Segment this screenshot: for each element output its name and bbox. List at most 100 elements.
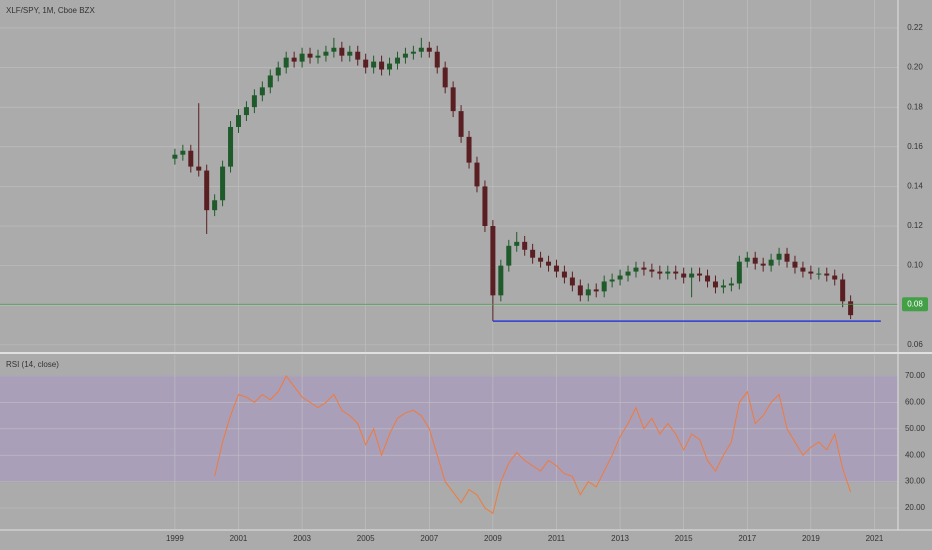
rsi-title: RSI (14, close) <box>6 360 59 369</box>
x-tick-label: 2009 <box>484 534 502 543</box>
x-tick-label: 2019 <box>802 534 820 543</box>
candle-body <box>283 57 289 68</box>
chart-title: XLF/SPY, 1M, Cboe BZX <box>6 6 95 15</box>
candle-body <box>752 257 758 264</box>
candle-body <box>204 170 210 211</box>
candle-body <box>712 281 718 288</box>
candle-body <box>188 150 194 167</box>
candle-body <box>569 277 575 286</box>
x-tick-label: 2017 <box>738 534 756 543</box>
candle-body <box>339 47 345 56</box>
candle-body <box>474 162 480 187</box>
candle-body <box>784 253 790 262</box>
candle-body <box>697 273 703 276</box>
candle-body <box>609 279 615 282</box>
y-tick-label: 0.20 <box>907 63 923 72</box>
candle-body <box>299 53 305 62</box>
candle-body <box>418 47 424 52</box>
candle-body <box>585 289 591 296</box>
last-price-box <box>902 297 928 312</box>
last-price-label: 0.08 <box>907 299 923 308</box>
candle-body <box>466 136 472 163</box>
candle-body <box>498 265 504 296</box>
candle-body <box>641 267 647 270</box>
candle-body <box>267 75 273 88</box>
candle-body <box>768 259 774 266</box>
candle-body <box>228 126 234 167</box>
candle-body <box>657 271 663 274</box>
candle-body <box>538 257 544 262</box>
candle-body <box>792 261 798 268</box>
candle-body <box>728 283 734 286</box>
candle-body <box>546 261 552 266</box>
candle-body <box>824 273 830 276</box>
x-tick-label: 2003 <box>293 534 311 543</box>
y-tick-label: 0.12 <box>907 221 923 230</box>
x-tick-label: 2015 <box>675 534 693 543</box>
candle-body <box>506 245 512 266</box>
y-tick-label: 50.00 <box>905 424 926 433</box>
candle-body <box>363 59 369 68</box>
candle-body <box>577 285 583 296</box>
candle-body <box>442 67 448 88</box>
candle-body <box>673 271 679 274</box>
candle-body <box>243 107 249 116</box>
y-tick-label: 70.00 <box>905 371 926 380</box>
y-tick-label: 0.06 <box>907 340 923 349</box>
x-tick-label: 2001 <box>230 534 248 543</box>
candle-body <box>744 257 750 262</box>
x-tick-label: 2007 <box>420 534 438 543</box>
candle-body <box>180 150 186 155</box>
candle-body <box>291 57 297 62</box>
candle-body <box>625 271 631 276</box>
candle-body <box>315 55 321 58</box>
candle-body <box>705 275 711 282</box>
y-tick-label: 30.00 <box>905 477 926 486</box>
candle-body <box>681 273 687 278</box>
candle-body <box>553 265 559 272</box>
y-tick-label: 20.00 <box>905 503 926 512</box>
y-tick-label: 40.00 <box>905 450 926 459</box>
candle-body <box>720 285 726 288</box>
candle-body <box>530 249 536 258</box>
candle-body <box>251 95 257 108</box>
candle-body <box>458 111 464 137</box>
candle-body <box>665 271 671 274</box>
y-tick-label: 0.14 <box>907 182 923 191</box>
candle-body <box>172 154 178 159</box>
candle-body <box>212 200 218 211</box>
candle-body <box>275 67 281 76</box>
y-tick-label: 60.00 <box>905 398 926 407</box>
x-tick-label: 2013 <box>611 534 629 543</box>
y-tick-label: 0.22 <box>907 23 923 32</box>
y-tick-label: 0.16 <box>907 142 923 151</box>
candle-body <box>379 61 385 70</box>
candle-body <box>434 51 440 68</box>
candle-body <box>323 51 329 56</box>
candle-body <box>307 53 313 58</box>
candle-body <box>331 47 337 52</box>
candle-body <box>355 51 361 60</box>
candle-body <box>689 273 695 278</box>
candle-body <box>840 279 846 302</box>
candle-body <box>220 166 226 201</box>
rsi-line <box>214 375 852 515</box>
candle-body <box>760 263 766 266</box>
candle-body <box>259 87 265 96</box>
y-tick-label: 0.10 <box>907 261 923 270</box>
candle-body <box>450 87 456 112</box>
candle-body <box>848 301 854 316</box>
candle-body <box>617 275 623 280</box>
candle-body <box>490 226 496 296</box>
candle-body <box>196 166 202 171</box>
x-tick-label: 2005 <box>357 534 375 543</box>
candle-body <box>593 289 599 292</box>
candle-body <box>808 271 814 274</box>
candle-body <box>347 51 353 56</box>
candle-body <box>426 47 432 52</box>
candle-body <box>649 269 655 272</box>
x-tick-label: 1999 <box>166 534 184 543</box>
candle-body <box>235 115 241 127</box>
candle-body <box>371 61 377 68</box>
candle-body <box>736 261 742 284</box>
